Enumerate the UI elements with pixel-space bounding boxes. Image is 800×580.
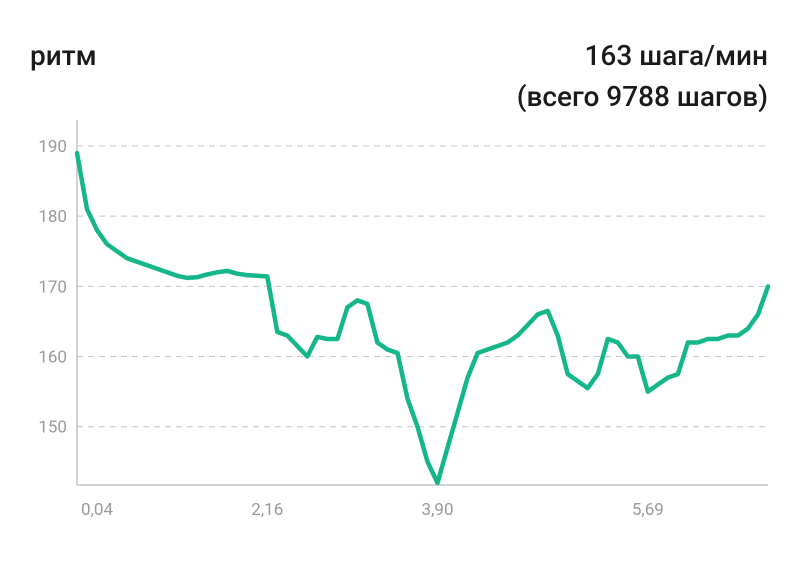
- x-tick-label: 2,16: [251, 500, 283, 520]
- y-tick-label: 180: [38, 207, 67, 227]
- x-tick-label: 5,69: [632, 500, 664, 520]
- x-tick-label: 0,04: [81, 500, 113, 520]
- y-tick-label: 160: [38, 348, 67, 368]
- chart-subtitle: 163 шага/мин: [585, 39, 769, 72]
- series-line: [74, 150, 771, 486]
- y-tick-label: 170: [38, 277, 67, 297]
- y-tick-label: 190: [38, 137, 67, 157]
- y-tick-label: 150: [38, 418, 67, 438]
- x-tick-label: 3,90: [422, 500, 454, 520]
- chart-subtitle: (всего 9788 шагов): [517, 80, 768, 113]
- chart-title: ритм: [30, 39, 97, 72]
